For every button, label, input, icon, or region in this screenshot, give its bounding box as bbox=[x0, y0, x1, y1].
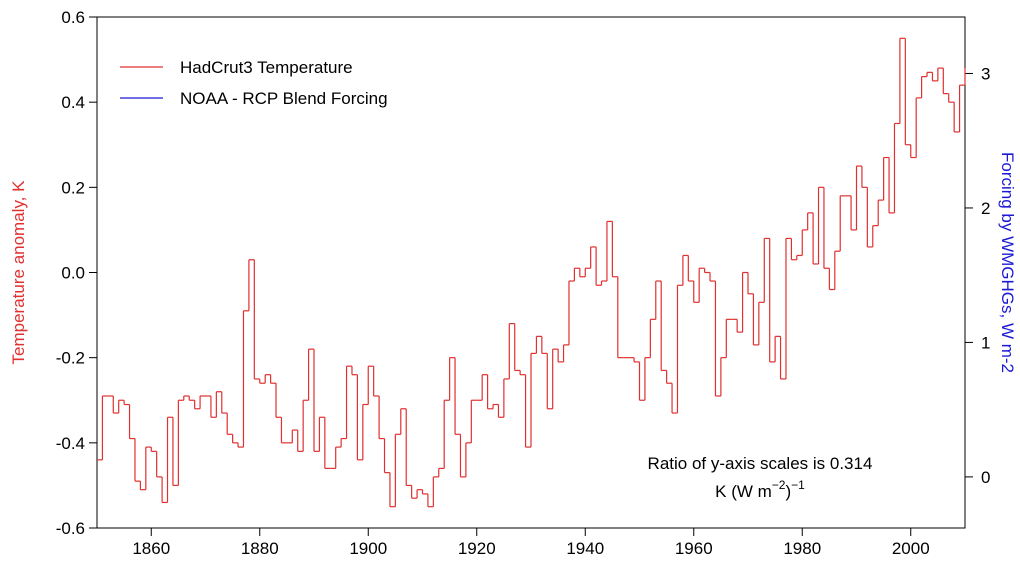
y-tick-label: 0.6 bbox=[61, 8, 85, 27]
legend-label: NOAA - RCP Blend Forcing bbox=[180, 89, 388, 108]
annotation-part: ) bbox=[785, 482, 791, 501]
y-tick-label: -0.2 bbox=[56, 349, 85, 368]
x-tick-label: 1960 bbox=[675, 539, 713, 558]
x-tick-label: 2000 bbox=[892, 539, 930, 558]
legend-label: HadCrut3 Temperature bbox=[180, 58, 353, 77]
y-tick-label: -0.6 bbox=[56, 519, 85, 538]
y-axis-label: Temperature anomaly, K bbox=[9, 180, 28, 365]
annotation: Ratio of y-axis scales is 0.314 bbox=[648, 454, 873, 473]
x-tick-label: 1940 bbox=[566, 539, 604, 558]
x-tick-label: 1980 bbox=[783, 539, 821, 558]
y2-axis-label: Forcing by WMGHGs, W m-2 bbox=[998, 152, 1017, 373]
x-tick-label: 1900 bbox=[349, 539, 387, 558]
y2-tick-label: 0 bbox=[981, 468, 990, 487]
x-tick-label: 1880 bbox=[241, 539, 279, 558]
x-tick-label: 1920 bbox=[458, 539, 496, 558]
y-tick-label: 0.2 bbox=[61, 178, 85, 197]
y-tick-label: 0.0 bbox=[61, 264, 85, 283]
y-tick-label: -0.4 bbox=[56, 434, 85, 453]
annotation: K (W m−2)−1 bbox=[715, 478, 805, 501]
y2-tick-label: 2 bbox=[981, 199, 990, 218]
x-tick-label: 1860 bbox=[132, 539, 170, 558]
y-tick-label: 0.4 bbox=[61, 93, 85, 112]
y2-tick-label: 1 bbox=[981, 333, 990, 352]
annotation-part: K (W m bbox=[715, 482, 772, 501]
annotation-part: −1 bbox=[791, 478, 805, 492]
y2-tick-label: 3 bbox=[981, 64, 990, 83]
annotation-part: −2 bbox=[772, 478, 786, 492]
